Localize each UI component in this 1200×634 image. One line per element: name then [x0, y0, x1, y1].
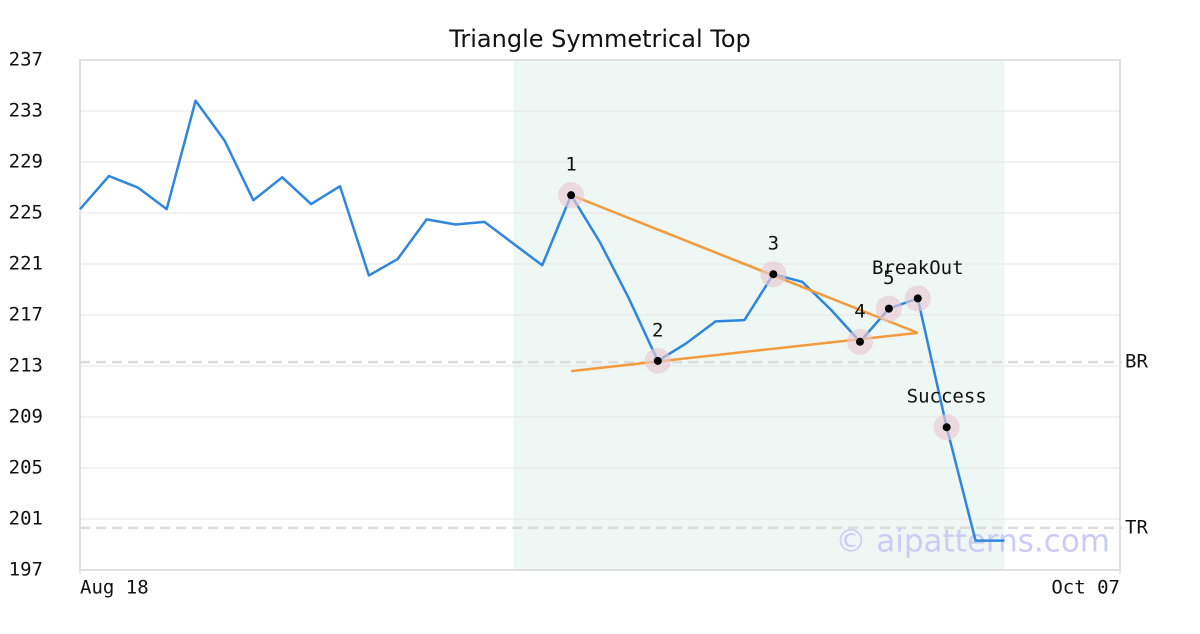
x-tick-label: Oct 07: [1051, 577, 1120, 599]
pattern-point: [942, 423, 951, 432]
y-tick-label: 229: [9, 151, 43, 173]
x-tick-label: Aug 18: [80, 577, 149, 599]
pattern-label: 3: [768, 233, 779, 255]
chart-title: Triangle Symmetrical Top: [448, 25, 751, 53]
y-tick-label: 205: [9, 457, 43, 479]
pattern-label: Success: [907, 386, 987, 408]
y-tick-label: 209: [9, 406, 43, 428]
y-tick-label: 237: [9, 49, 43, 71]
y-tick-label: 233: [9, 100, 43, 122]
pattern-point: [856, 337, 864, 346]
pattern-label: BreakOut: [872, 257, 964, 279]
y-tick-label: 225: [9, 202, 43, 224]
reference-label: TR: [1125, 516, 1148, 538]
pattern-point: [913, 294, 922, 303]
pattern-label: 2: [652, 319, 663, 341]
pattern-point: [567, 191, 576, 200]
pattern-label: 5: [883, 267, 894, 289]
y-tick-label: 197: [9, 559, 43, 581]
pattern-point: [884, 304, 893, 313]
y-tick-label: 217: [9, 304, 43, 326]
pattern-point: [653, 356, 662, 365]
pattern-label: 1: [565, 154, 576, 176]
trend-line: [570, 193, 919, 335]
plot-frame: [79, 59, 1121, 571]
pattern-label: 4: [854, 300, 865, 322]
pattern-point: [769, 270, 778, 279]
y-tick-label: 201: [9, 508, 43, 530]
price-line: [79, 99, 1005, 542]
y-tick-label: 213: [9, 355, 43, 377]
y-tick-label: 221: [9, 253, 43, 275]
reference-label: BR: [1125, 351, 1148, 373]
